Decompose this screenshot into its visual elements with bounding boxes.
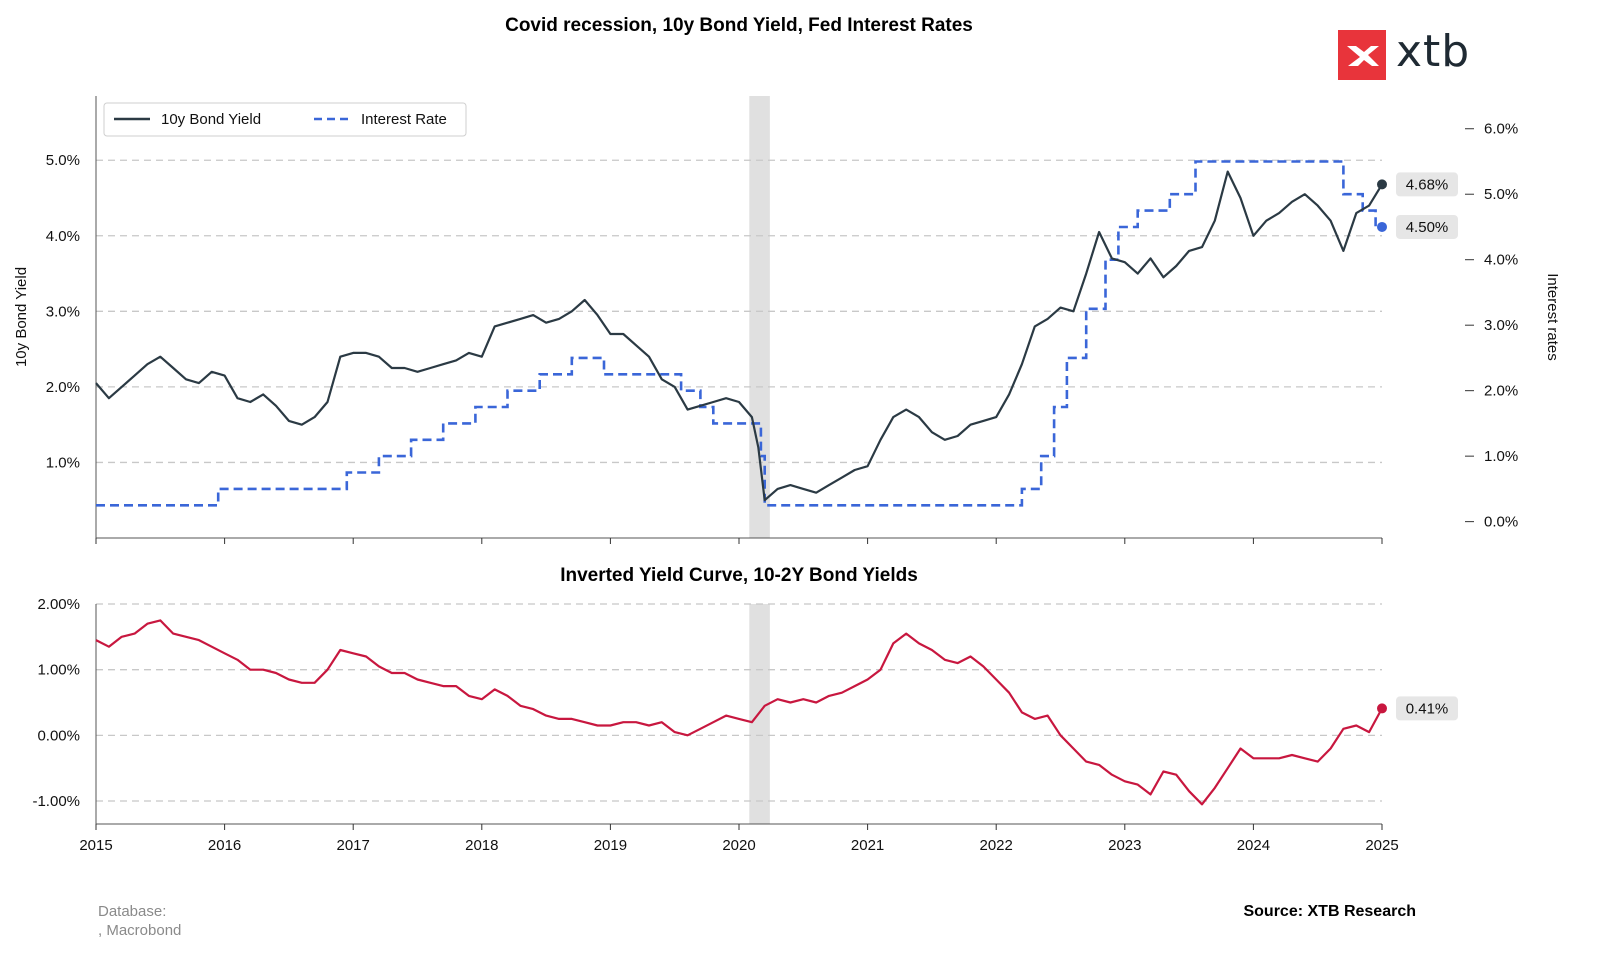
- x-tick-label: 2022: [980, 837, 1013, 854]
- x-tick-label: 2015: [79, 837, 112, 854]
- right-y-tick-label: 0.0%: [1484, 514, 1518, 531]
- interest-rate-end-box: [1396, 214, 1458, 239]
- bond-yield-line: [95, 170, 1383, 502]
- interest-rate-end-label: 4.50%: [1406, 219, 1449, 236]
- interest-rate-line: [96, 160, 1382, 507]
- x-tick-label: 2018: [465, 837, 498, 854]
- right-y-tick-label: 6.0%: [1484, 121, 1518, 138]
- legend-label-bond: 10y Bond Yield: [161, 111, 261, 128]
- spread-end-label: 0.41%: [1406, 700, 1449, 717]
- spread-line: [95, 619, 1383, 806]
- bottom-y-tick-label: -1.00%: [32, 793, 80, 810]
- left-y-tick-label: 1.0%: [46, 454, 80, 471]
- x-tick-label: 2024: [1237, 837, 1270, 854]
- x-tick-label: 2016: [208, 837, 241, 854]
- bottom-y-tick-label: 2.00%: [37, 596, 80, 613]
- bottom-chart-title: Inverted Yield Curve, 10-2Y Bond Yields: [560, 565, 918, 586]
- x-tick-label: 2019: [594, 837, 627, 854]
- left-y-tick-label: 2.0%: [46, 379, 80, 396]
- top-chart-title: Covid recession, 10y Bond Yield, Fed Int…: [505, 15, 973, 36]
- bond-yield-end-marker: [1377, 179, 1387, 190]
- source-note: Source: XTB Research: [1243, 903, 1416, 920]
- left-y-tick-label: 5.0%: [46, 152, 80, 169]
- right-y-tick-label: 1.0%: [1484, 448, 1518, 465]
- x-tick-label: 2025: [1365, 837, 1398, 854]
- left-y-tick-label: 3.0%: [46, 303, 80, 320]
- xtb-logo-x-icon: [1338, 30, 1386, 80]
- interest-rate-end-marker: [1377, 221, 1387, 232]
- right-y-tick-label: 5.0%: [1484, 186, 1518, 203]
- left-y-tick-label: 4.0%: [46, 228, 80, 245]
- x-tick-label: 2020: [722, 837, 755, 854]
- recession-shade-top: [749, 96, 770, 538]
- xtb-logo-text: xtb: [1396, 26, 1471, 77]
- spread-end-marker: [1377, 703, 1387, 714]
- x-tick-label: 2017: [337, 837, 370, 854]
- x-tick-label: 2021: [851, 837, 884, 854]
- bottom-y-tick-label: 0.00%: [37, 727, 80, 744]
- right-y-tick-label: 2.0%: [1484, 383, 1518, 400]
- bond-yield-end-label: 4.68%: [1406, 176, 1449, 193]
- xtb-logo: xtb: [1338, 26, 1478, 82]
- bond-yield-end-box: [1396, 172, 1458, 197]
- legend-label-rate: Interest Rate: [361, 111, 447, 128]
- x-tick-label: 2023: [1108, 837, 1141, 854]
- right-y-axis-label: Interest rates: [1544, 273, 1561, 361]
- legend-box: [103, 102, 467, 137]
- spread-end-box: [1396, 696, 1458, 721]
- database-note: Database: , Macrobond: [98, 903, 182, 939]
- left-y-axis-label: 10y Bond Yield: [13, 267, 30, 367]
- bottom-y-tick-label: 1.00%: [37, 662, 80, 679]
- right-y-tick-label: 3.0%: [1484, 317, 1518, 334]
- right-y-tick-label: 4.0%: [1484, 252, 1518, 269]
